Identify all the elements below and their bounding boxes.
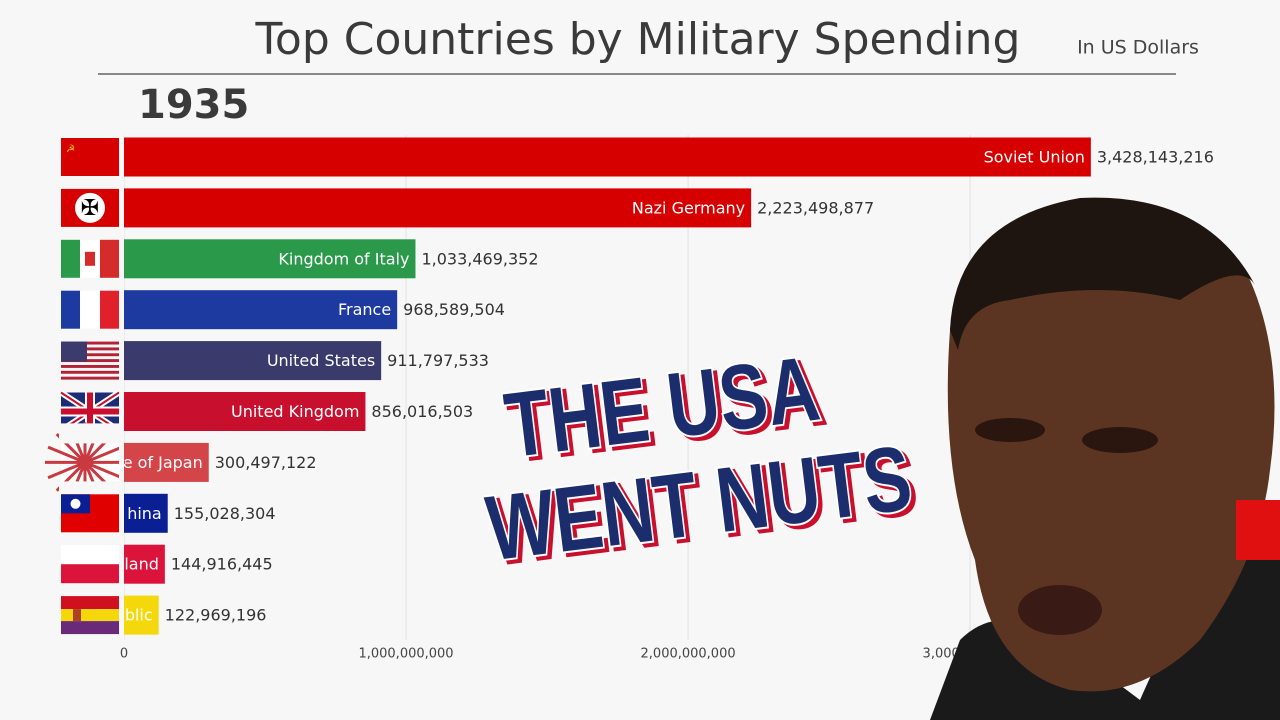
shirt (930, 520, 1280, 720)
flag-part (59, 423, 121, 444)
category-label: France (338, 300, 391, 319)
flag-part (100, 239, 119, 278)
flag-part: ☭ (66, 144, 75, 155)
bar (124, 392, 366, 431)
flag-part (61, 353, 119, 357)
flag: ☭ (61, 138, 119, 176)
flag (61, 596, 119, 635)
eye (1082, 427, 1158, 453)
flag-part (75, 192, 105, 223)
flag-part (73, 609, 81, 622)
flag (45, 422, 125, 503)
value-label: 968,589,504 (403, 300, 505, 319)
flag-part: ✠ (81, 196, 99, 221)
flag-part (61, 341, 87, 362)
mouth (1018, 585, 1102, 635)
hair (950, 197, 1255, 350)
value-label: 300,497,122 (215, 453, 317, 472)
flag-part (61, 609, 119, 622)
flag (61, 290, 119, 329)
flag: ✠ (61, 188, 119, 227)
person (930, 197, 1280, 720)
bars: Soviet Union 3,428,143,216 Nazi Germany 2,2… (123, 137, 1214, 635)
flag-part (85, 251, 95, 266)
flag-part (61, 596, 119, 610)
flags: ☭✠ (45, 135, 125, 640)
category-label: Soviet Union (984, 148, 1085, 167)
flag-part (61, 290, 80, 329)
category-label: Kingdom of Italy (278, 249, 409, 268)
flag-part (61, 564, 119, 584)
value-label: 911,797,533 (387, 351, 489, 370)
flag-part (61, 364, 119, 368)
bar (124, 493, 168, 533)
value-label: 122,969,196 (165, 606, 267, 625)
flag-part (80, 290, 100, 329)
value-label: 144,916,445 (171, 555, 273, 574)
bar (124, 188, 752, 228)
year-label: 1935 (138, 82, 249, 128)
flag-part (61, 370, 119, 374)
red-patch (1236, 500, 1280, 560)
value-label: 2,223,498,877 (757, 198, 874, 217)
flag-part (61, 341, 119, 345)
flag-part (61, 359, 119, 363)
flag-part (61, 621, 119, 635)
flag-part (70, 498, 81, 509)
flag-part (61, 545, 119, 565)
flag-part (61, 376, 119, 380)
chart-subtitle: In US Dollars (1077, 37, 1199, 59)
value-label: 3,428,143,216 (1097, 148, 1214, 167)
flag (61, 494, 119, 533)
flag-part (61, 138, 119, 176)
flag (61, 239, 119, 278)
value-label: 155,028,304 (174, 504, 276, 523)
bar (124, 290, 398, 330)
bar (124, 595, 159, 635)
chart-title: Top Countries by Military Spending (255, 14, 1021, 65)
x-tick-label: 2,000,000,000 (641, 647, 736, 662)
flag-part (61, 408, 119, 415)
flag-part (61, 239, 80, 278)
flag-part (100, 290, 119, 329)
x-tick-label: 1,000,000,000 (358, 647, 453, 662)
x-tick-label: 0 (120, 647, 128, 662)
eye (975, 418, 1045, 442)
bar (124, 442, 209, 482)
category-label: United States (267, 351, 375, 370)
bar (124, 341, 382, 381)
bar (124, 544, 165, 584)
flag-part (119, 135, 124, 640)
value-label: 1,033,469,352 (421, 249, 538, 268)
bar (124, 137, 1091, 177)
bar (124, 239, 416, 279)
category-label: land (124, 555, 159, 574)
flag (61, 545, 119, 584)
flag-part (61, 347, 119, 351)
category-label: e of Japan (123, 453, 203, 472)
flag-part (77, 454, 93, 471)
category-label: hina (127, 504, 162, 523)
flag (61, 341, 119, 380)
category-label: United Kingdom (231, 402, 359, 421)
value-label: 856,016,503 (371, 402, 473, 421)
category-label: Nazi Germany (632, 198, 745, 217)
category-label: blic (125, 606, 153, 625)
